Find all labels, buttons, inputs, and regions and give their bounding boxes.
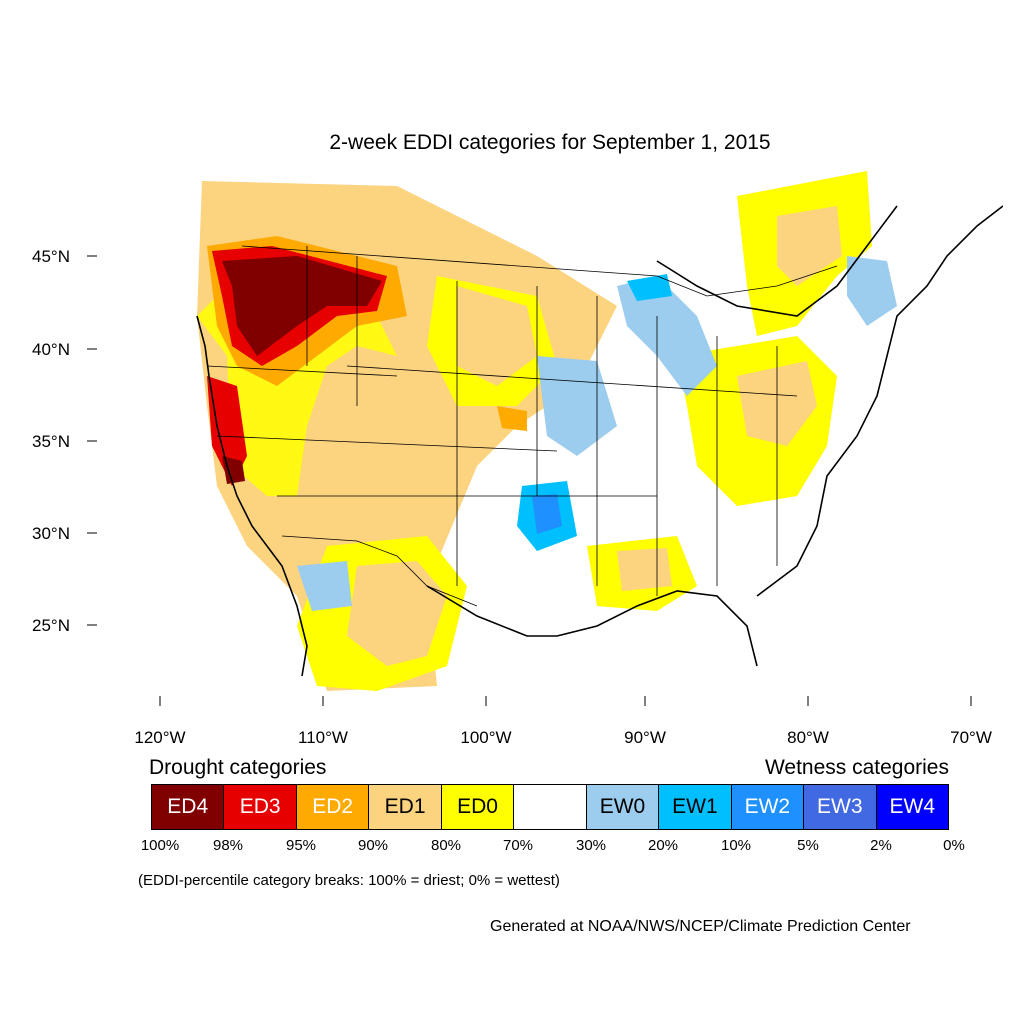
break-label: 10%: [720, 837, 752, 854]
drought-heading: Drought categories: [149, 756, 327, 779]
wetness-heading: Wetness categories: [764, 756, 949, 779]
break-label: 100%: [140, 837, 180, 854]
state-lines: [206, 246, 798, 596]
region-ed2-kansas: [497, 406, 527, 431]
legend-cell-ed1: ED1: [369, 785, 442, 829]
legend-cell-ed4: ED4: [152, 785, 225, 829]
coastline-east: [756, 205, 1003, 597]
legend-cell-ew4: EW4: [876, 785, 948, 829]
break-label: 2%: [870, 837, 892, 854]
region-ew1-superior: [627, 274, 672, 301]
legend-cell-ed3: ED3: [224, 785, 297, 829]
region-ew0-newengland: [847, 256, 897, 326]
lon-label-90: 90°W: [624, 728, 666, 747]
region-ed1-canada: [777, 206, 842, 286]
category-legend: ED4 ED3 ED2 ED1 ED0 EW0 EW1 EW2 EW3 EW4: [151, 784, 949, 830]
eddi-map: [97, 166, 1003, 697]
legend-cell-ew1: EW1: [659, 785, 732, 829]
lon-label-70: 70°W: [950, 728, 992, 747]
region-ed3-california: [207, 376, 247, 486]
legend-cell-ew0: EW0: [586, 785, 660, 829]
lat-ticks: [87, 255, 97, 626]
break-label: 30%: [575, 837, 607, 854]
legend-cell-ed2: ED2: [296, 785, 370, 829]
region-ed4-california: [222, 456, 245, 484]
break-label: 95%: [285, 837, 317, 854]
legend-cell-ed0: ED0: [441, 785, 515, 829]
region-ed4-northwest: [222, 256, 382, 356]
break-label: 5%: [797, 837, 819, 854]
break-label: 90%: [357, 837, 389, 854]
coastline-west: [196, 315, 308, 677]
map-title: 2-week EDDI categories for September 1, …: [329, 131, 771, 154]
region-ed1-gulf: [617, 548, 672, 591]
credit-line: Generated at NOAA/NWS/NCEP/Climate Predi…: [490, 918, 911, 935]
region-ed1-plains: [457, 286, 537, 386]
lat-label-30: 30°N: [32, 524, 70, 543]
legend-cell-ew3: EW3: [804, 785, 877, 829]
lon-ticks: [159, 696, 972, 706]
border-mexico: [281, 535, 478, 607]
break-label: 20%: [647, 837, 679, 854]
lat-label-35: 35°N: [32, 432, 70, 451]
lat-label-40: 40°N: [32, 340, 70, 359]
break-label: 0%: [943, 837, 965, 854]
region-ew0-mexico: [297, 561, 352, 611]
lon-label-120: 120°W: [134, 728, 186, 747]
lat-label-45: 45°N: [32, 247, 70, 266]
lon-label-110: 110°W: [298, 728, 348, 747]
lat-label-25: 25°N: [32, 616, 70, 635]
coastline-north: [656, 205, 898, 317]
region-ed1-texas: [347, 561, 447, 666]
lon-label-100: 100°W: [460, 728, 512, 747]
coastline-gulf: [426, 585, 758, 667]
border-canada: [241, 245, 838, 297]
break-note: (EDDI-percentile category breaks: 100% =…: [138, 872, 560, 889]
break-label: 98%: [212, 837, 244, 854]
legend-cell-ew2: EW2: [731, 785, 805, 829]
legend-cell-neutral: [514, 785, 587, 829]
break-label: 70%: [502, 837, 534, 854]
break-label: 80%: [430, 837, 462, 854]
lon-label-80: 80°W: [787, 728, 829, 747]
region-ew0-greatlakes: [617, 276, 717, 396]
region-ew2-oklahoma: [532, 494, 562, 534]
